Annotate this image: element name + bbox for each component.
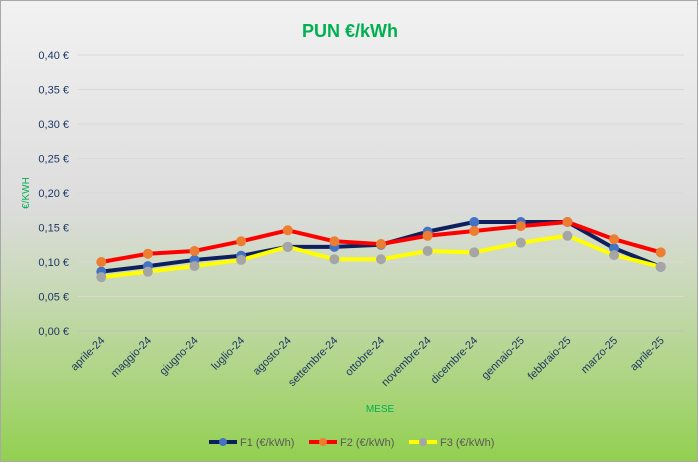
y-tick-label: 0,20 € [38, 188, 69, 200]
data-point-f2 [96, 257, 107, 267]
legend-marker-f3 [419, 438, 427, 446]
x-axis-title: MESE [366, 404, 395, 415]
data-point-f1 [469, 216, 480, 227]
legend-label: F3 (€/kWh) [440, 437, 494, 449]
data-point-f2 [189, 245, 200, 256]
data-point-f3 [236, 254, 247, 265]
data-point-f2 [655, 247, 666, 258]
y-tick-label: 0,35 € [38, 85, 69, 97]
data-point-f3 [96, 272, 107, 283]
legend-marker-f1 [219, 438, 227, 446]
chart-title: PUN €/kWh [302, 21, 398, 41]
data-point-f1 [609, 243, 620, 254]
data-point-f3 [376, 254, 386, 265]
data-point-f2 [329, 236, 340, 247]
y-tick-label: 0,00 € [38, 326, 69, 338]
x-tick-label: novembre-24 [379, 335, 433, 389]
data-point-f2 [142, 248, 153, 259]
x-tick-label: settembre-24 [286, 335, 340, 389]
x-tick-label: aprile-24 [69, 335, 108, 374]
y-tick-label: 0,10 € [38, 257, 69, 269]
data-point-f3 [469, 247, 480, 258]
x-tick-label: luglio-24 [209, 335, 247, 373]
data-point-f3 [282, 241, 293, 252]
data-point-f2 [562, 216, 573, 227]
data-point-f3 [189, 261, 200, 272]
x-tick-label: gennaio-25 [480, 335, 527, 382]
data-point-f2 [376, 239, 386, 250]
y-tick-label: 0,30 € [38, 119, 69, 131]
data-point-f3 [562, 230, 573, 241]
x-tick-label: giugno-24 [158, 335, 201, 378]
x-tick-label: febbraio-25 [526, 335, 574, 383]
data-point-f3 [655, 261, 666, 272]
legend-marker-f2 [319, 438, 327, 446]
legend-label: F1 (€/kWh) [240, 437, 294, 449]
data-point-f3 [515, 237, 526, 248]
y-axis-title: €/KWH [21, 177, 32, 209]
data-point-f3 [329, 254, 340, 265]
data-point-f2 [282, 225, 293, 236]
legend-label: F2 (€/kWh) [340, 437, 394, 449]
y-tick-label: 0,25 € [38, 154, 69, 166]
data-point-f2 [515, 221, 526, 232]
x-tick-label: aprile-25 [628, 335, 667, 374]
data-point-f2 [236, 236, 247, 247]
y-tick-label: 0,15 € [38, 223, 69, 235]
data-point-f2 [469, 225, 480, 236]
y-tick-label: 0,05 € [38, 292, 69, 304]
data-point-f3 [422, 245, 433, 256]
data-point-f3 [142, 266, 153, 277]
x-tick-label: agosto-24 [251, 335, 294, 378]
data-point-f2 [609, 234, 620, 245]
x-tick-label: dicembre-24 [429, 335, 481, 387]
x-tick-label: ottobre-24 [343, 335, 387, 379]
x-tick-label: marzo-25 [579, 335, 620, 376]
y-tick-label: 0,40 € [38, 50, 69, 62]
data-point-f3 [609, 250, 620, 261]
x-tick-label: maggio-24 [109, 335, 154, 380]
data-point-f2 [422, 230, 433, 241]
